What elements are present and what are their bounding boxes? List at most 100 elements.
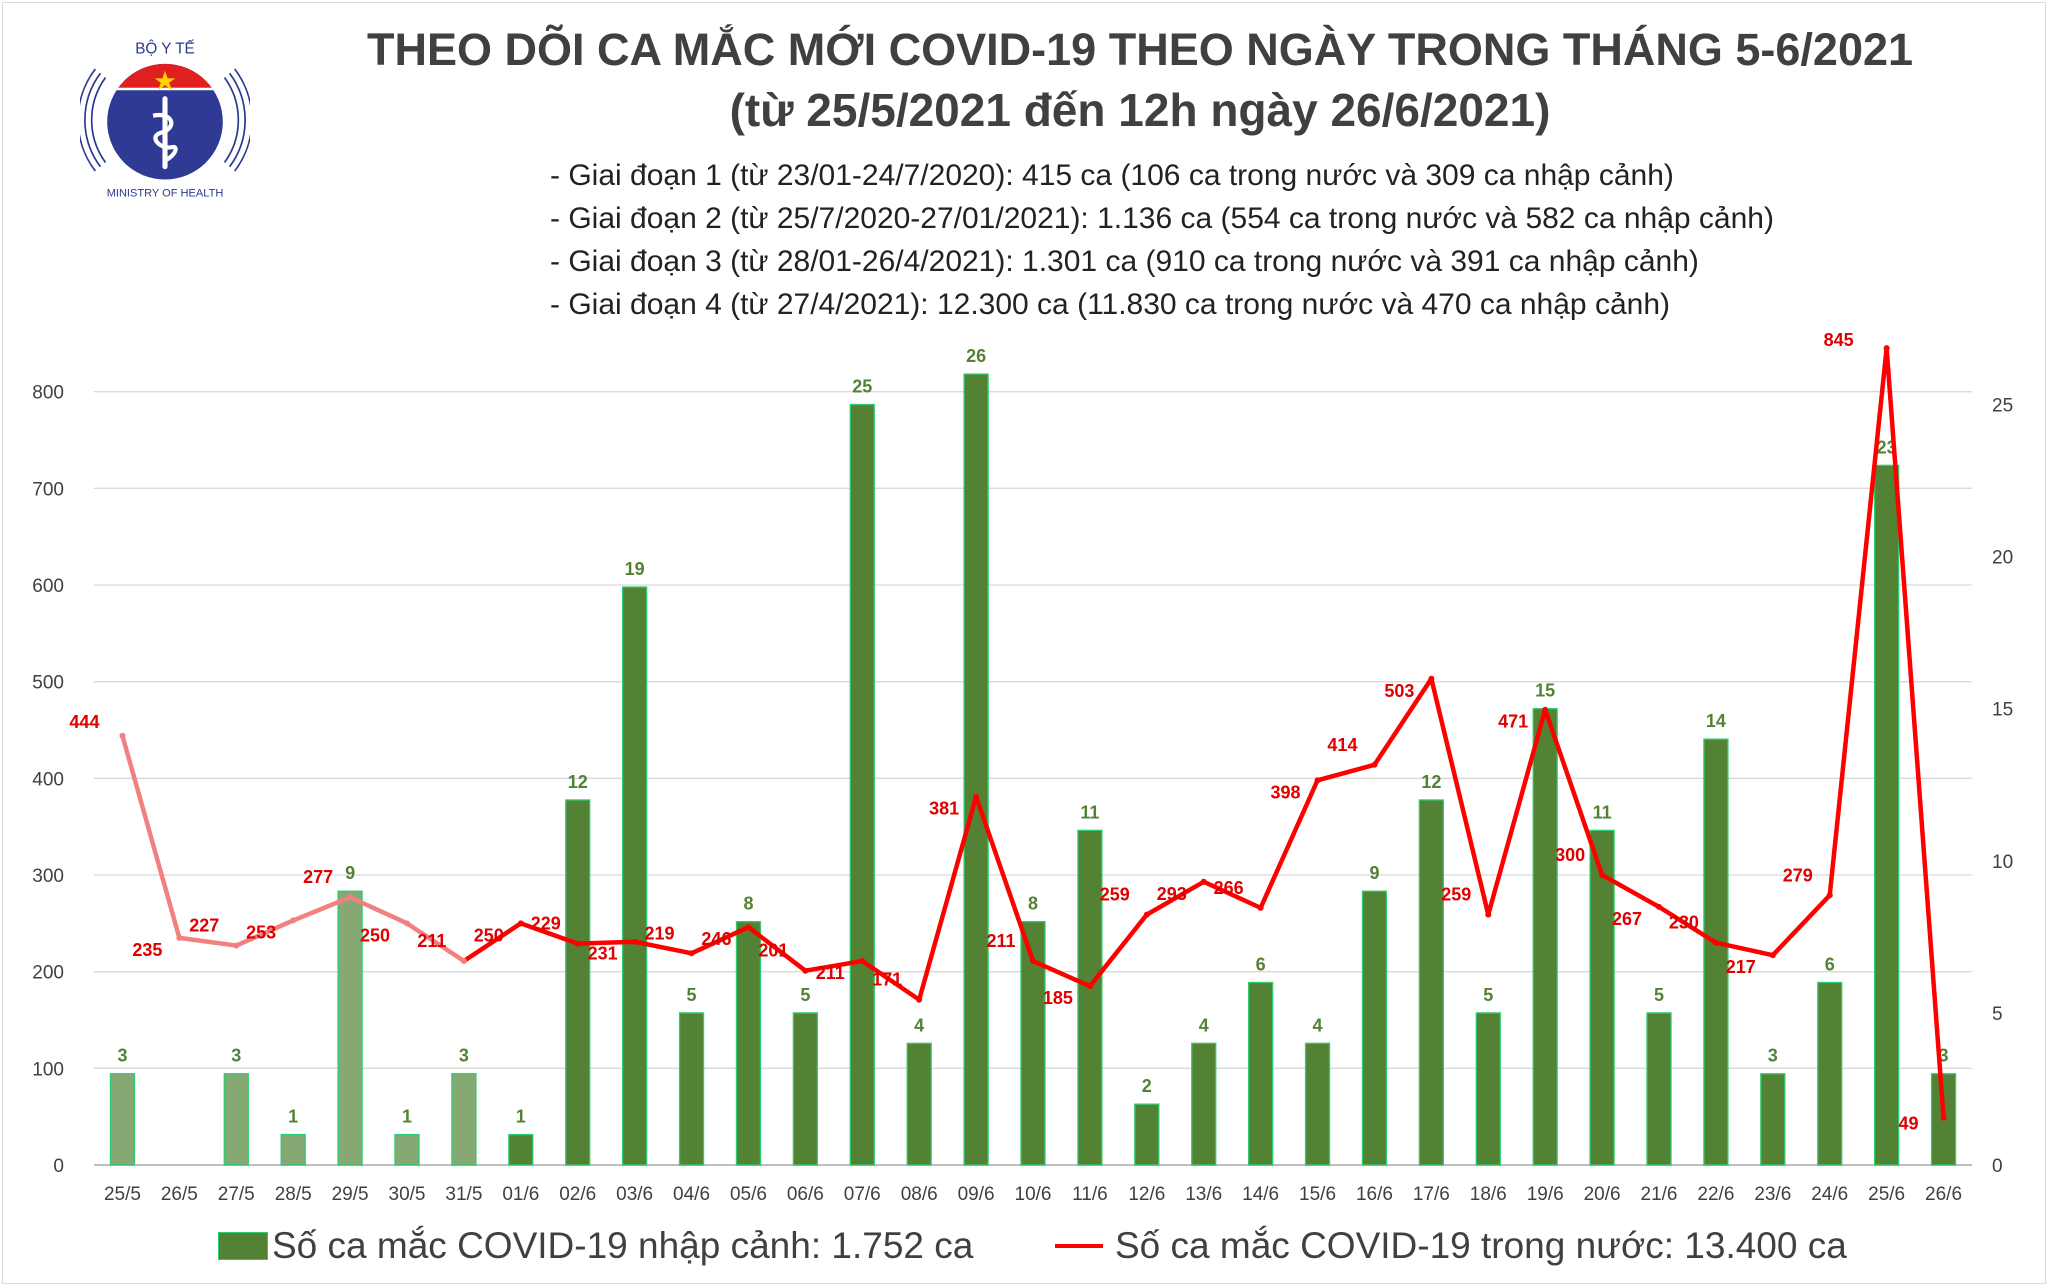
right-axis-tick-label: 20 — [1992, 548, 2013, 569]
line-data-label: 211 — [816, 963, 845, 983]
bar-data-label: 8 — [743, 894, 753, 914]
right-axis-tick-label: 15 — [1992, 700, 2013, 721]
bar-data-label: 12 — [568, 772, 588, 792]
bar — [792, 1012, 819, 1166]
line-data-label: 230 — [1669, 913, 1699, 933]
line-point — [574, 940, 581, 947]
x-axis-tick-label: 02/6 — [559, 1184, 596, 1205]
bar — [109, 1073, 136, 1166]
phase-2-note: - Giai đoạn 2 (từ 25/7/2020-27/01/2021):… — [550, 202, 1774, 235]
bar-data-label: 8 — [1028, 894, 1038, 914]
line-point — [859, 958, 866, 965]
line-point — [1200, 878, 1207, 885]
line-data-label: 250 — [474, 925, 504, 945]
chart-title: THEO DÕI CA MẮC MỚI COVID-19 THEO NGÀY T… — [366, 24, 1914, 75]
bar-data-label: 26 — [966, 346, 986, 366]
line-data-label: 49 — [1899, 1114, 1919, 1134]
chart-subtitle: (từ 25/5/2021 đến 12h ngày 26/6/2021) — [729, 84, 1551, 136]
line-point — [176, 934, 183, 941]
bar — [1817, 981, 1843, 1166]
legend-line-label: Số ca mắc COVID-19 trong nước: 13.400 ca — [1115, 1225, 1847, 1266]
line-data-label: 259 — [1441, 885, 1471, 905]
bar — [1304, 1042, 1331, 1166]
legend-item-bar: Số ca mắc COVID-19 nhập cảnh: 1.752 ca — [218, 1225, 973, 1267]
line-point — [1428, 675, 1435, 682]
x-axis-tick-label: 07/6 — [844, 1184, 881, 1205]
x-axis-tick-label: 10/6 — [1015, 1184, 1052, 1205]
bar-data-label: 3 — [117, 1046, 127, 1066]
line-point — [745, 924, 752, 931]
left-axis-tick-label: 0 — [53, 1156, 64, 1177]
bar-data-label: 5 — [800, 985, 810, 1005]
line-point — [1826, 892, 1833, 899]
bar-data-label: 1 — [402, 1107, 412, 1127]
bar-data-label: 5 — [687, 985, 697, 1005]
bar — [565, 799, 591, 1166]
bar — [1361, 890, 1388, 1166]
line-data-label: 231 — [588, 944, 618, 964]
x-axis-tick-label: 14/6 — [1242, 1184, 1279, 1205]
bar-data-label: 1 — [516, 1107, 526, 1127]
bar-data-label: 4 — [1313, 1015, 1323, 1035]
line-point — [1371, 761, 1378, 768]
x-axis-tick-label: 15/6 — [1299, 1184, 1336, 1205]
line-point — [347, 894, 354, 901]
line-point — [517, 920, 524, 927]
x-axis-tick-label: 08/6 — [901, 1184, 938, 1205]
line-point — [1485, 911, 1492, 918]
bar — [451, 1073, 477, 1166]
line-point — [1599, 872, 1606, 878]
line-point — [1257, 904, 1264, 911]
line-data-label: 266 — [1214, 878, 1244, 898]
line-point — [631, 938, 638, 945]
bar — [1532, 708, 1558, 1166]
left-axis-tick-label: 800 — [32, 383, 64, 404]
line-data-label: 259 — [1100, 885, 1130, 905]
line-point — [1030, 958, 1036, 965]
x-axis-tick-label: 04/6 — [673, 1184, 710, 1205]
legend-item-line: Số ca mắc COVID-19 trong nước: 13.400 ca — [1055, 1225, 1847, 1267]
bar — [1247, 981, 1274, 1166]
line-point — [1883, 345, 1890, 352]
phase-1-note: - Giai đoạn 1 (từ 23/01-24/7/2020): 415 … — [550, 159, 1674, 192]
x-axis-tick-label: 12/6 — [1128, 1184, 1165, 1205]
bar-data-label: 3 — [1768, 1046, 1778, 1066]
line-data-label: 229 — [531, 914, 561, 934]
x-axis-tick-label: 01/6 — [502, 1184, 539, 1205]
x-axis-tick-label: 09/6 — [958, 1184, 995, 1205]
bar — [735, 920, 762, 1166]
bar-data-label: 5 — [1483, 985, 1493, 1005]
bar-data-label: 15 — [1535, 681, 1555, 701]
legend-bar-swatch — [218, 1232, 268, 1260]
line-data-label: 300 — [1555, 845, 1585, 865]
x-axis-tick-label: 23/6 — [1754, 1184, 1791, 1205]
x-axis-tick-label: 30/5 — [389, 1184, 426, 1205]
line-data-label: 211 — [417, 931, 446, 951]
x-axis-tick-label: 17/6 — [1413, 1184, 1450, 1205]
x-axis-tick-label: 03/6 — [616, 1184, 653, 1205]
bar — [1703, 738, 1729, 1166]
line-data-label: 201 — [758, 941, 788, 961]
legend-bar-label: Số ca mắc COVID-19 nhập cảnh: 1.752 ca — [272, 1225, 974, 1266]
line-point — [916, 996, 923, 1003]
bar-data-label: 3 — [459, 1046, 469, 1066]
bar — [394, 1133, 420, 1166]
line-point — [688, 950, 695, 957]
bar-data-label: 19 — [625, 559, 645, 579]
bar — [508, 1133, 534, 1166]
line-data-label: 246 — [701, 929, 731, 949]
line-data-label: 845 — [1824, 330, 1854, 350]
x-axis-tick-label: 26/6 — [1925, 1184, 1962, 1205]
line-point — [290, 917, 297, 924]
line-series-faded — [120, 735, 466, 963]
bar-data-label: 2 — [1142, 1076, 1152, 1096]
line-point — [1314, 777, 1321, 784]
line-data-label: 253 — [246, 922, 276, 942]
line-data-label: 398 — [1271, 782, 1301, 802]
bar-data-label: 12 — [1421, 772, 1441, 792]
bar — [337, 890, 363, 1166]
bar — [678, 1012, 705, 1166]
line-data-label: 211 — [986, 931, 1015, 951]
line-point — [119, 732, 126, 739]
